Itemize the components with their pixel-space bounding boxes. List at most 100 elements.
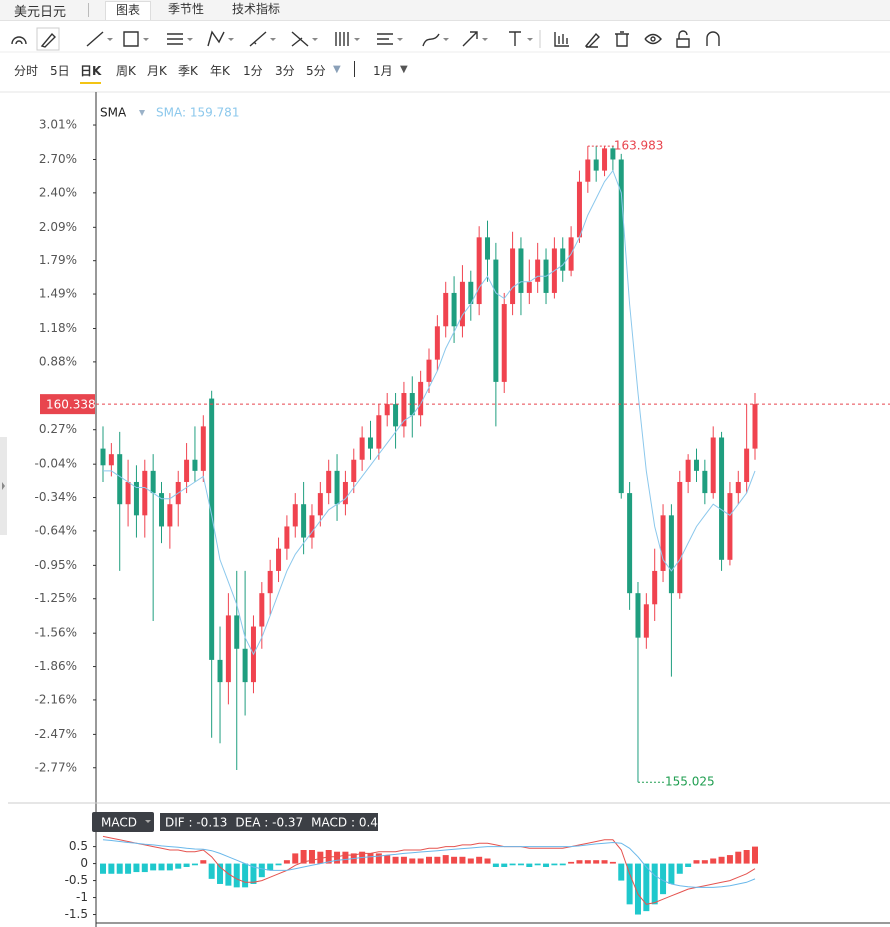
y-tick-label: -1.5 <box>65 907 88 921</box>
tool-icon[interactable] <box>615 31 629 47</box>
macd-bar <box>660 863 667 895</box>
period[interactable]: 3分 <box>275 64 295 78</box>
macd-bar <box>559 863 566 866</box>
candle-body <box>334 470 340 505</box>
tool-icon[interactable] <box>706 31 720 46</box>
period[interactable]: 年K <box>210 64 230 78</box>
macd-bar <box>308 850 315 864</box>
candle-body <box>359 437 365 460</box>
macd-bar <box>551 863 558 866</box>
icon-glyph <box>40 32 56 48</box>
candle-body <box>560 248 566 271</box>
macd-bar <box>225 863 232 886</box>
tool-icon[interactable] <box>11 36 27 45</box>
macd-bar <box>626 863 633 905</box>
icon-glyph <box>554 32 569 47</box>
macd-bar <box>400 856 407 864</box>
tool-icon[interactable] <box>123 31 149 47</box>
candle-body <box>418 381 424 416</box>
icon-glyph <box>167 33 183 45</box>
dropdown-caret <box>187 38 193 41</box>
separator <box>88 3 89 17</box>
macd-box[interactable] <box>92 812 154 832</box>
candle-body <box>501 304 507 382</box>
period[interactable]: 分时 <box>14 64 39 78</box>
tool-icon[interactable] <box>167 33 193 45</box>
candle-body <box>301 504 307 538</box>
tool-icon[interactable] <box>207 30 234 47</box>
tool-icon[interactable] <box>36 27 60 51</box>
y-tick-label: 1.18% <box>39 321 77 335</box>
period[interactable]: 月K <box>147 64 167 78</box>
tool-icon[interactable] <box>644 33 662 45</box>
toolbar <box>11 27 720 51</box>
tab[interactable]: 图表 <box>105 1 152 20</box>
y-tick-label: 0.27% <box>39 422 77 436</box>
dropdown-caret <box>228 38 234 41</box>
macd-bar <box>242 863 249 888</box>
candle-body <box>677 481 683 594</box>
candle-body <box>184 459 190 482</box>
tool-icon[interactable] <box>554 32 569 47</box>
candle-body <box>618 159 624 494</box>
candle-body <box>200 426 206 471</box>
icon-glyph <box>377 33 393 45</box>
tool-icon[interactable] <box>462 31 488 47</box>
range[interactable]: 1月 <box>373 64 393 78</box>
tab[interactable]: 技术指标 <box>232 2 281 16</box>
sma-line <box>103 169 756 656</box>
tool-icon[interactable] <box>422 33 449 47</box>
indicator-value: SMA: 159.781 <box>156 106 239 120</box>
period[interactable]: 日K <box>80 62 102 84</box>
icon-glyph <box>123 31 139 47</box>
top-bar: 美元日元 图表 季节性 技术指标 <box>0 0 890 21</box>
period[interactable]: 周K <box>116 64 136 78</box>
tool-icon[interactable] <box>584 32 600 48</box>
candle-body <box>602 148 608 171</box>
candle-body <box>133 481 139 516</box>
candle-body <box>727 493 733 560</box>
macd-bar <box>668 863 675 884</box>
icon-glyph <box>676 30 690 48</box>
y-tick-label: 0.5 <box>69 839 88 853</box>
tool-icon[interactable] <box>509 31 533 46</box>
period-bar: 分时 5日 日K 周K 月K 季K 年K 1分 3分 5分 ▼ 1月 ▼ <box>0 56 890 84</box>
period[interactable]: 季K <box>178 64 198 78</box>
macd-bar <box>250 863 257 884</box>
period[interactable]: 5日 <box>50 64 70 78</box>
dropdown-caret[interactable]: ▼ <box>400 64 408 75</box>
tool-icon[interactable] <box>86 31 113 47</box>
candle-body <box>693 459 699 471</box>
period[interactable]: 5分 <box>306 64 326 78</box>
macd-bar <box>576 860 583 864</box>
macd-legend: MACD : 0.48 <box>311 816 385 830</box>
candle-body <box>309 515 315 538</box>
tool-icon[interactable] <box>377 33 403 45</box>
macd-bar <box>693 860 700 864</box>
tool-icon[interactable] <box>249 31 276 47</box>
dropdown-caret <box>482 38 488 41</box>
period[interactable]: 1分 <box>243 64 263 78</box>
macd-bar <box>342 851 349 864</box>
candle-body <box>426 359 432 382</box>
candle-body <box>652 570 658 605</box>
candle-body <box>150 470 156 494</box>
tool-icon[interactable] <box>291 31 318 47</box>
dropdown-caret[interactable]: ▼ <box>333 64 341 75</box>
macd-bar <box>476 856 483 864</box>
macd-bar <box>492 863 499 867</box>
candle-body <box>685 459 691 482</box>
tool-icon[interactable] <box>335 32 360 46</box>
candle-body <box>576 181 582 238</box>
candle-body <box>668 515 674 594</box>
candle-body <box>401 393 407 427</box>
tab[interactable]: 季节性 <box>168 2 205 16</box>
macd-bar <box>517 863 524 866</box>
last-price-box <box>40 394 95 415</box>
dropdown-caret <box>354 38 360 41</box>
candle-body <box>242 648 248 683</box>
tool-icon[interactable] <box>676 30 690 48</box>
icon-glyph <box>335 32 349 46</box>
candle-body <box>643 604 649 638</box>
dropdown-caret[interactable] <box>139 110 145 116</box>
